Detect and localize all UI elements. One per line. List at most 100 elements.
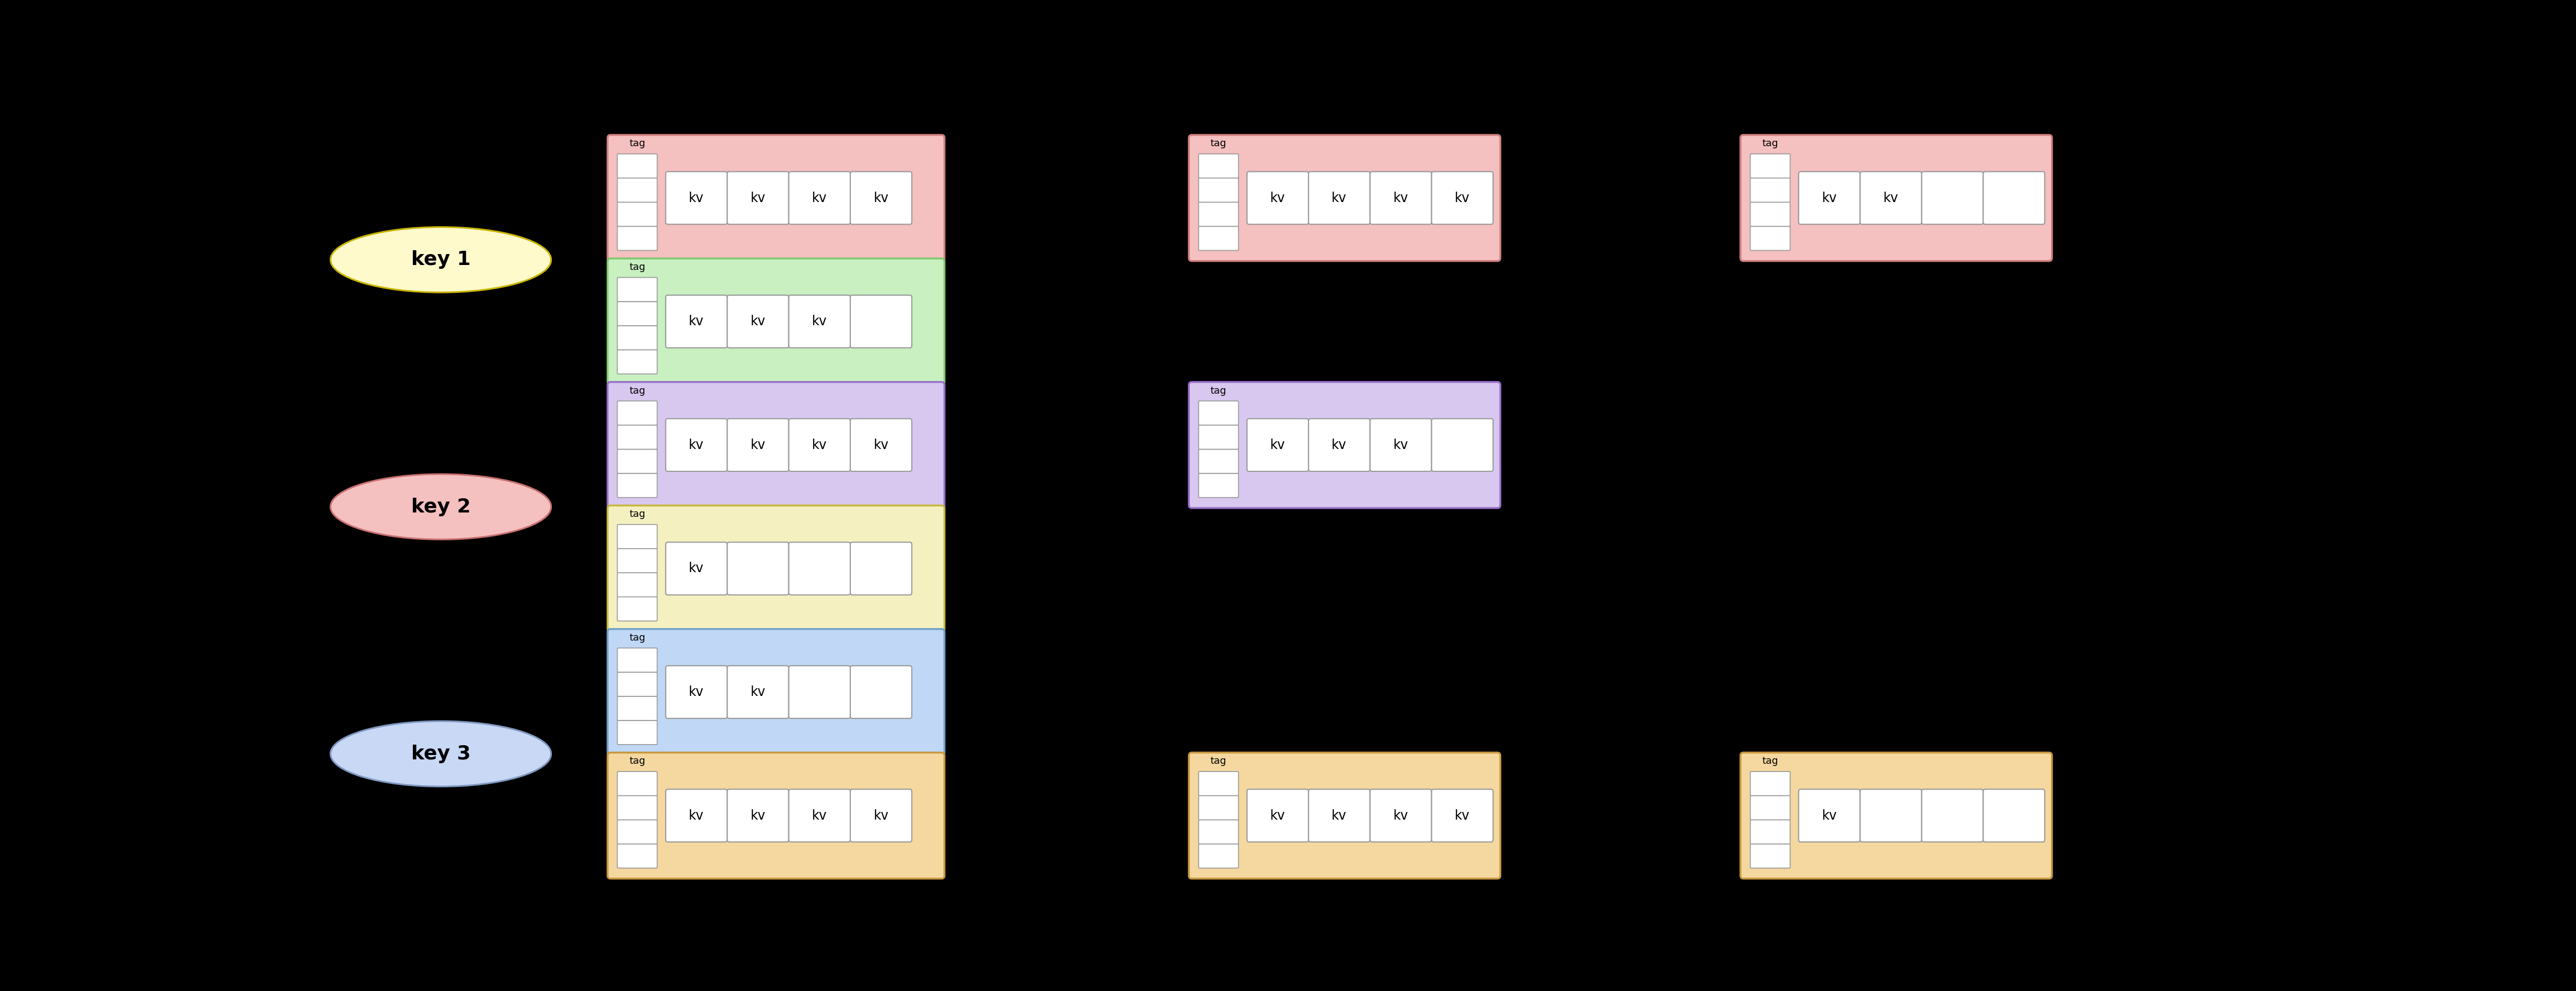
FancyBboxPatch shape <box>1798 789 1860 842</box>
Text: kv: kv <box>811 809 827 823</box>
Text: kv: kv <box>1821 191 1837 204</box>
FancyBboxPatch shape <box>1309 171 1370 224</box>
FancyBboxPatch shape <box>1198 154 1239 178</box>
FancyBboxPatch shape <box>1749 178 1790 202</box>
Text: kv: kv <box>1332 191 1347 204</box>
FancyBboxPatch shape <box>1247 171 1309 224</box>
FancyBboxPatch shape <box>1749 820 1790 844</box>
FancyBboxPatch shape <box>850 542 912 595</box>
Text: key 2: key 2 <box>412 497 471 516</box>
FancyBboxPatch shape <box>850 171 912 224</box>
Text: kv: kv <box>688 562 703 575</box>
FancyBboxPatch shape <box>1198 772 1239 796</box>
Text: kv: kv <box>811 191 827 204</box>
Text: kv: kv <box>811 315 827 328</box>
Text: kv: kv <box>750 686 765 699</box>
Text: kv: kv <box>688 191 703 204</box>
FancyBboxPatch shape <box>618 326 657 350</box>
FancyBboxPatch shape <box>1749 796 1790 820</box>
FancyBboxPatch shape <box>618 401 657 425</box>
FancyBboxPatch shape <box>618 202 657 226</box>
FancyBboxPatch shape <box>1922 789 1984 842</box>
FancyBboxPatch shape <box>618 154 657 178</box>
Text: tag: tag <box>629 509 647 519</box>
FancyBboxPatch shape <box>1309 789 1370 842</box>
FancyBboxPatch shape <box>618 597 657 621</box>
FancyBboxPatch shape <box>665 171 726 224</box>
Text: kv: kv <box>1394 191 1409 204</box>
FancyBboxPatch shape <box>1247 418 1309 472</box>
FancyBboxPatch shape <box>1741 752 2053 879</box>
Text: tag: tag <box>629 756 647 766</box>
FancyBboxPatch shape <box>1741 135 2053 261</box>
Text: tag: tag <box>629 139 647 149</box>
FancyBboxPatch shape <box>1198 425 1239 449</box>
FancyBboxPatch shape <box>1198 178 1239 202</box>
Text: tag: tag <box>1211 139 1226 149</box>
FancyBboxPatch shape <box>1432 789 1494 842</box>
FancyBboxPatch shape <box>1749 772 1790 796</box>
Text: kv: kv <box>1394 438 1409 452</box>
FancyBboxPatch shape <box>788 666 850 718</box>
FancyBboxPatch shape <box>608 382 945 508</box>
Text: tag: tag <box>1211 756 1226 766</box>
Text: tag: tag <box>1762 756 1777 766</box>
Text: tag: tag <box>629 385 647 395</box>
Text: kv: kv <box>811 438 827 452</box>
FancyBboxPatch shape <box>608 259 945 385</box>
FancyBboxPatch shape <box>726 542 788 595</box>
Text: key 1: key 1 <box>412 251 471 269</box>
FancyBboxPatch shape <box>1198 449 1239 474</box>
Text: kv: kv <box>1332 438 1347 452</box>
FancyBboxPatch shape <box>1432 418 1494 472</box>
FancyBboxPatch shape <box>1198 844 1239 868</box>
FancyBboxPatch shape <box>1198 202 1239 226</box>
FancyBboxPatch shape <box>618 672 657 697</box>
FancyBboxPatch shape <box>1749 202 1790 226</box>
FancyBboxPatch shape <box>788 171 850 224</box>
FancyBboxPatch shape <box>618 350 657 374</box>
FancyBboxPatch shape <box>1190 135 1499 261</box>
Text: kv: kv <box>688 686 703 699</box>
Text: kv: kv <box>1332 809 1347 823</box>
FancyBboxPatch shape <box>618 425 657 449</box>
FancyBboxPatch shape <box>608 505 945 631</box>
FancyBboxPatch shape <box>665 418 726 472</box>
Text: tag: tag <box>629 633 647 643</box>
FancyBboxPatch shape <box>1749 844 1790 868</box>
FancyBboxPatch shape <box>618 524 657 549</box>
Text: key 3: key 3 <box>412 744 471 763</box>
FancyBboxPatch shape <box>788 542 850 595</box>
Text: kv: kv <box>1883 191 1899 204</box>
FancyBboxPatch shape <box>665 542 726 595</box>
FancyBboxPatch shape <box>1198 226 1239 251</box>
FancyBboxPatch shape <box>1922 171 1984 224</box>
FancyBboxPatch shape <box>618 697 657 720</box>
Text: kv: kv <box>750 809 765 823</box>
FancyBboxPatch shape <box>788 295 850 348</box>
FancyBboxPatch shape <box>1984 789 2045 842</box>
Text: kv: kv <box>750 438 765 452</box>
FancyBboxPatch shape <box>618 720 657 744</box>
FancyBboxPatch shape <box>618 796 657 820</box>
Text: tag: tag <box>1211 385 1226 395</box>
FancyBboxPatch shape <box>1860 171 1922 224</box>
FancyBboxPatch shape <box>1190 752 1499 879</box>
FancyBboxPatch shape <box>618 301 657 326</box>
FancyBboxPatch shape <box>1247 789 1309 842</box>
FancyBboxPatch shape <box>665 789 726 842</box>
FancyBboxPatch shape <box>618 648 657 672</box>
FancyBboxPatch shape <box>1190 382 1499 508</box>
FancyBboxPatch shape <box>608 135 945 261</box>
FancyBboxPatch shape <box>1309 418 1370 472</box>
FancyBboxPatch shape <box>665 666 726 718</box>
Text: kv: kv <box>750 315 765 328</box>
FancyBboxPatch shape <box>850 789 912 842</box>
FancyBboxPatch shape <box>1198 820 1239 844</box>
FancyBboxPatch shape <box>726 171 788 224</box>
FancyBboxPatch shape <box>1370 418 1432 472</box>
Ellipse shape <box>330 721 551 787</box>
FancyBboxPatch shape <box>618 549 657 573</box>
FancyBboxPatch shape <box>608 629 945 755</box>
Text: kv: kv <box>688 315 703 328</box>
